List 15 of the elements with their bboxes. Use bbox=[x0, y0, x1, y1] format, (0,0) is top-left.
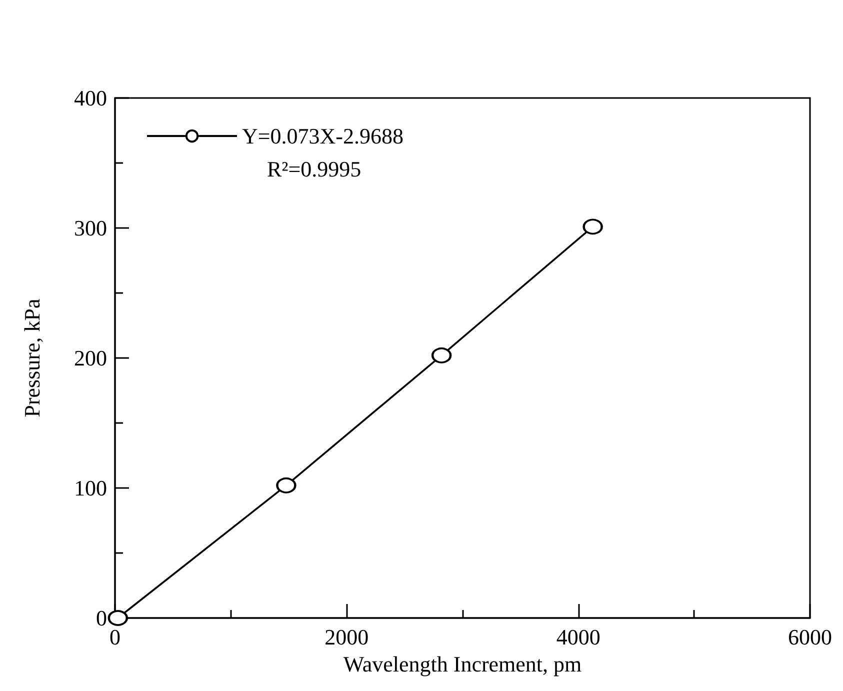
x-tick-label: 6000 bbox=[788, 624, 832, 650]
y-axis-title: Pressure, kPa bbox=[20, 298, 44, 418]
x-tick-label: 2000 bbox=[324, 624, 369, 650]
point bbox=[276, 477, 296, 494]
x-axis-title: Wavelength Increment, pm bbox=[343, 652, 582, 676]
y-tick-label: 400 bbox=[74, 86, 107, 110]
annotation: R²=0.9995 bbox=[267, 156, 362, 182]
y-tick-label: 200 bbox=[74, 346, 107, 370]
x-tick-label: 4000 bbox=[556, 624, 600, 650]
y-tick-label: 300 bbox=[74, 216, 107, 240]
y-tick-label: 0 bbox=[96, 606, 107, 630]
point bbox=[432, 347, 452, 364]
legend-label: Y=0.073X-2.9688 bbox=[242, 124, 404, 148]
point bbox=[582, 218, 603, 235]
y-tick-label: 100 bbox=[74, 476, 107, 500]
